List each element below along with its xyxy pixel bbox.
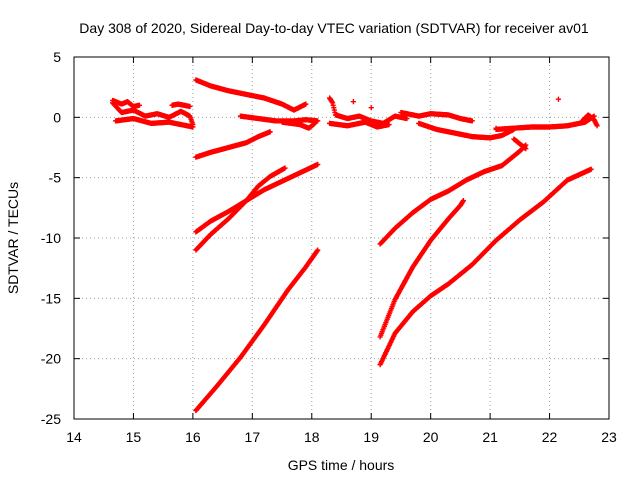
y-tick-label: -20 bbox=[41, 351, 61, 367]
series-point-isolated-3 bbox=[555, 96, 562, 102]
data-point bbox=[282, 165, 288, 171]
y-tick-labels: 5 0 -5 -10 -15 -20 -25 bbox=[41, 49, 61, 427]
data-point bbox=[555, 96, 562, 102]
x-tick-label: 19 bbox=[363, 429, 379, 445]
data-point bbox=[588, 166, 594, 172]
y-tick-label: 0 bbox=[53, 109, 61, 125]
series-arc-flat-minus1-right bbox=[493, 113, 597, 132]
series-arc-near-zero-left-lower bbox=[113, 115, 196, 130]
series-point-isolated-4 bbox=[493, 125, 499, 131]
grid bbox=[73, 56, 610, 420]
data-point bbox=[315, 161, 321, 167]
series-arc-rising-from-minus10.5 bbox=[377, 142, 529, 247]
y-tick-label: 5 bbox=[53, 49, 61, 65]
y-tick-label: -10 bbox=[41, 230, 61, 246]
plot-frame bbox=[73, 56, 610, 420]
x-tick-label: 16 bbox=[185, 429, 201, 445]
series-arc-rising-from-minus9.5 bbox=[193, 161, 321, 235]
data-point bbox=[187, 103, 193, 110]
series-arc-rising-from-minus24 bbox=[193, 247, 321, 414]
series-arc-descending-to-minus1.5 bbox=[416, 120, 517, 141]
data-point bbox=[350, 99, 356, 105]
series-arc-flat-near-zero bbox=[237, 113, 321, 124]
data-points bbox=[110, 77, 600, 414]
series-arc-near-zero-left bbox=[110, 100, 196, 128]
series-arc-middle-right-wave bbox=[398, 109, 475, 124]
x-tick-label: 21 bbox=[482, 429, 498, 445]
x-tick-label: 20 bbox=[423, 429, 439, 445]
data-point bbox=[267, 129, 273, 135]
x-tick-label: 14 bbox=[66, 429, 82, 445]
data-point bbox=[594, 123, 600, 129]
series-point-isolated-1 bbox=[350, 99, 356, 105]
series-arc-near-zero-left-upper bbox=[110, 97, 142, 110]
y-axis-label: SDTVAR / TECUs bbox=[5, 182, 21, 294]
data-point bbox=[404, 115, 410, 122]
series-arc-rising-from-minus20 bbox=[377, 166, 594, 368]
data-point bbox=[469, 118, 475, 124]
y-tick-label: -15 bbox=[41, 290, 61, 306]
x-axis-label: GPS time / hours bbox=[288, 457, 395, 473]
x-tick-label: 23 bbox=[601, 429, 617, 445]
data-point bbox=[523, 142, 529, 148]
series-arc-rising-from-minus11 bbox=[193, 165, 288, 253]
data-point bbox=[315, 247, 321, 253]
data-point bbox=[190, 124, 196, 130]
x-tick-label: 15 bbox=[126, 429, 142, 445]
data-point bbox=[303, 101, 309, 107]
data-point bbox=[312, 120, 318, 126]
series-arc-near-zero-middle-lower bbox=[327, 119, 392, 130]
series-point-isolated-2 bbox=[368, 105, 374, 111]
data-point bbox=[511, 136, 517, 142]
data-point bbox=[460, 197, 466, 204]
y-tick-label: -25 bbox=[41, 411, 61, 427]
x-tick-label: 18 bbox=[304, 429, 320, 445]
series-arc-right-end-cluster bbox=[579, 112, 600, 129]
series-arc-rising-from-minus3 bbox=[193, 129, 273, 160]
chart-title: Day 308 of 2020, Sidereal Day-to-day VTE… bbox=[79, 20, 589, 36]
y-tick-label: -5 bbox=[49, 170, 62, 186]
series-arc-descending-from-3 bbox=[193, 77, 309, 113]
data-point bbox=[136, 102, 142, 108]
x-tick-label: 22 bbox=[542, 429, 558, 445]
data-point bbox=[368, 105, 374, 111]
x-tick-labels: 14 15 16 17 18 19 20 21 22 23 bbox=[66, 429, 617, 445]
data-point bbox=[315, 118, 321, 124]
data-point bbox=[493, 125, 499, 131]
x-tick-label: 17 bbox=[245, 429, 261, 445]
series-arc-flat-near-zero-lower bbox=[279, 119, 318, 131]
series-arc-rising-from-minus18 bbox=[377, 197, 466, 340]
data-point bbox=[386, 121, 392, 128]
series-arc-near-zero-left-hump bbox=[169, 101, 193, 110]
